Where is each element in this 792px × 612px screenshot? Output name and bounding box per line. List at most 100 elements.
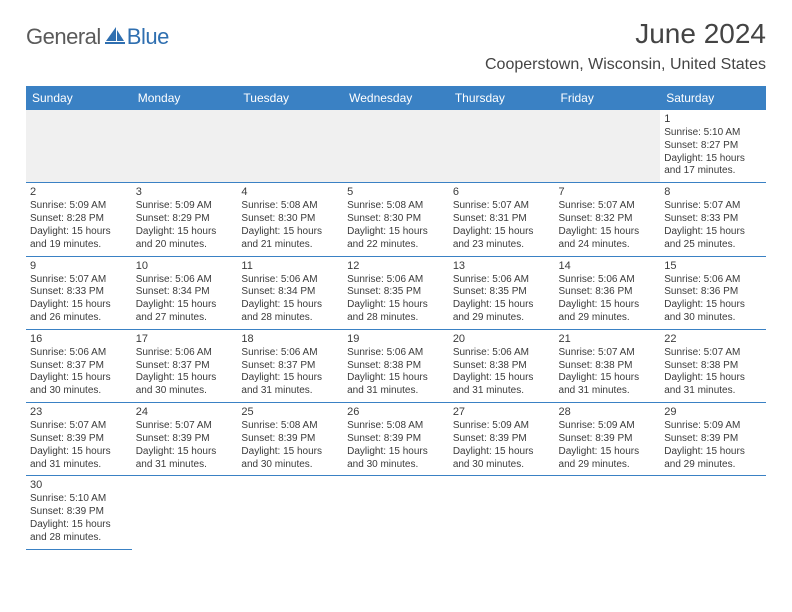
sunrise-line: Sunrise: 5:06 AM — [347, 347, 445, 360]
daylight-line: Daylight: 15 hours and 23 minutes. — [453, 226, 551, 252]
sunset-line: Sunset: 8:30 PM — [347, 213, 445, 226]
calendar-empty-cell — [237, 110, 343, 183]
sunset-line: Sunset: 8:38 PM — [347, 360, 445, 373]
sunset-line: Sunset: 8:39 PM — [664, 433, 762, 446]
calendar-week-row: 9Sunrise: 5:07 AMSunset: 8:33 PMDaylight… — [26, 256, 766, 329]
day-number: 25 — [241, 405, 339, 419]
sunset-line: Sunset: 8:36 PM — [559, 286, 657, 299]
dayname-header: Sunday — [26, 86, 132, 110]
day-number: 6 — [453, 185, 551, 199]
calendar-day-cell: 5Sunrise: 5:08 AMSunset: 8:30 PMDaylight… — [343, 183, 449, 256]
daylight-line: Daylight: 15 hours and 20 minutes. — [136, 226, 234, 252]
daylight-line: Daylight: 15 hours and 30 minutes. — [664, 299, 762, 325]
sunrise-line: Sunrise: 5:06 AM — [453, 347, 551, 360]
calendar-day-cell: 17Sunrise: 5:06 AMSunset: 8:37 PMDayligh… — [132, 329, 238, 402]
dayname-header: Wednesday — [343, 86, 449, 110]
day-number: 4 — [241, 185, 339, 199]
calendar-day-cell: 1Sunrise: 5:10 AMSunset: 8:27 PMDaylight… — [660, 110, 766, 183]
calendar-day-cell: 19Sunrise: 5:06 AMSunset: 8:38 PMDayligh… — [343, 329, 449, 402]
dayname-header: Thursday — [449, 86, 555, 110]
calendar-empty-cell — [660, 476, 766, 549]
calendar-day-cell: 24Sunrise: 5:07 AMSunset: 8:39 PMDayligh… — [132, 403, 238, 476]
calendar-table: SundayMondayTuesdayWednesdayThursdayFrid… — [26, 86, 766, 550]
sunrise-line: Sunrise: 5:06 AM — [559, 274, 657, 287]
sunrise-line: Sunrise: 5:07 AM — [136, 420, 234, 433]
sunrise-line: Sunrise: 5:07 AM — [30, 274, 128, 287]
daylight-line: Daylight: 15 hours and 30 minutes. — [453, 446, 551, 472]
sunset-line: Sunset: 8:27 PM — [664, 140, 762, 153]
day-number: 1 — [664, 112, 762, 126]
sunrise-line: Sunrise: 5:07 AM — [559, 200, 657, 213]
calendar-empty-cell — [555, 476, 661, 549]
sunrise-line: Sunrise: 5:06 AM — [136, 347, 234, 360]
dayname-header: Saturday — [660, 86, 766, 110]
calendar-empty-cell — [26, 110, 132, 183]
sunset-line: Sunset: 8:38 PM — [453, 360, 551, 373]
sunset-line: Sunset: 8:39 PM — [347, 433, 445, 446]
sunset-line: Sunset: 8:33 PM — [664, 213, 762, 226]
calendar-empty-cell — [132, 110, 238, 183]
calendar-day-cell: 8Sunrise: 5:07 AMSunset: 8:33 PMDaylight… — [660, 183, 766, 256]
daylight-line: Daylight: 15 hours and 31 minutes. — [347, 372, 445, 398]
calendar-day-cell: 13Sunrise: 5:06 AMSunset: 8:35 PMDayligh… — [449, 256, 555, 329]
sunset-line: Sunset: 8:37 PM — [136, 360, 234, 373]
dayname-header: Friday — [555, 86, 661, 110]
calendar-week-row: 30Sunrise: 5:10 AMSunset: 8:39 PMDayligh… — [26, 476, 766, 549]
calendar-day-cell: 7Sunrise: 5:07 AMSunset: 8:32 PMDaylight… — [555, 183, 661, 256]
sunset-line: Sunset: 8:34 PM — [136, 286, 234, 299]
calendar-day-cell: 14Sunrise: 5:06 AMSunset: 8:36 PMDayligh… — [555, 256, 661, 329]
calendar-day-cell: 22Sunrise: 5:07 AMSunset: 8:38 PMDayligh… — [660, 329, 766, 402]
day-number: 11 — [241, 259, 339, 273]
daylight-line: Daylight: 15 hours and 26 minutes. — [30, 299, 128, 325]
calendar-empty-cell — [449, 110, 555, 183]
sunset-line: Sunset: 8:37 PM — [30, 360, 128, 373]
sunrise-line: Sunrise: 5:06 AM — [347, 274, 445, 287]
sunrise-line: Sunrise: 5:07 AM — [453, 200, 551, 213]
sunrise-line: Sunrise: 5:09 AM — [664, 420, 762, 433]
calendar-empty-cell — [237, 476, 343, 549]
day-number: 20 — [453, 332, 551, 346]
sunrise-line: Sunrise: 5:07 AM — [664, 347, 762, 360]
daylight-line: Daylight: 15 hours and 29 minutes. — [559, 446, 657, 472]
sunset-line: Sunset: 8:33 PM — [30, 286, 128, 299]
sunrise-line: Sunrise: 5:08 AM — [347, 200, 445, 213]
calendar-day-cell: 23Sunrise: 5:07 AMSunset: 8:39 PMDayligh… — [26, 403, 132, 476]
sunrise-line: Sunrise: 5:10 AM — [664, 127, 762, 140]
location-subtitle: Cooperstown, Wisconsin, United States — [485, 56, 766, 74]
sunset-line: Sunset: 8:37 PM — [241, 360, 339, 373]
calendar-week-row: 23Sunrise: 5:07 AMSunset: 8:39 PMDayligh… — [26, 403, 766, 476]
day-number: 23 — [30, 405, 128, 419]
daylight-line: Daylight: 15 hours and 31 minutes. — [241, 372, 339, 398]
calendar-day-cell: 21Sunrise: 5:07 AMSunset: 8:38 PMDayligh… — [555, 329, 661, 402]
day-number: 22 — [664, 332, 762, 346]
day-number: 15 — [664, 259, 762, 273]
day-number: 16 — [30, 332, 128, 346]
daylight-line: Daylight: 15 hours and 31 minutes. — [136, 446, 234, 472]
calendar-day-cell: 28Sunrise: 5:09 AMSunset: 8:39 PMDayligh… — [555, 403, 661, 476]
sunset-line: Sunset: 8:39 PM — [136, 433, 234, 446]
day-number: 5 — [347, 185, 445, 199]
dayname-header: Monday — [132, 86, 238, 110]
calendar-day-cell: 26Sunrise: 5:08 AMSunset: 8:39 PMDayligh… — [343, 403, 449, 476]
daylight-line: Daylight: 15 hours and 17 minutes. — [664, 153, 762, 179]
title-block: June 2024 Cooperstown, Wisconsin, United… — [485, 18, 766, 82]
sunset-line: Sunset: 8:34 PM — [241, 286, 339, 299]
sunrise-line: Sunrise: 5:06 AM — [453, 274, 551, 287]
calendar-day-cell: 2Sunrise: 5:09 AMSunset: 8:28 PMDaylight… — [26, 183, 132, 256]
calendar-day-cell: 11Sunrise: 5:06 AMSunset: 8:34 PMDayligh… — [237, 256, 343, 329]
calendar-empty-cell — [555, 110, 661, 183]
header: General Blue June 2024 Cooperstown, Wisc… — [26, 18, 766, 82]
day-number: 9 — [30, 259, 128, 273]
daylight-line: Daylight: 15 hours and 31 minutes. — [453, 372, 551, 398]
day-number: 29 — [664, 405, 762, 419]
day-number: 17 — [136, 332, 234, 346]
day-number: 8 — [664, 185, 762, 199]
calendar-day-cell: 6Sunrise: 5:07 AMSunset: 8:31 PMDaylight… — [449, 183, 555, 256]
daylight-line: Daylight: 15 hours and 29 minutes. — [559, 299, 657, 325]
sunset-line: Sunset: 8:28 PM — [30, 213, 128, 226]
daylight-line: Daylight: 15 hours and 30 minutes. — [136, 372, 234, 398]
calendar-day-cell: 27Sunrise: 5:09 AMSunset: 8:39 PMDayligh… — [449, 403, 555, 476]
calendar-header-row: SundayMondayTuesdayWednesdayThursdayFrid… — [26, 86, 766, 110]
day-number: 2 — [30, 185, 128, 199]
calendar-day-cell: 20Sunrise: 5:06 AMSunset: 8:38 PMDayligh… — [449, 329, 555, 402]
